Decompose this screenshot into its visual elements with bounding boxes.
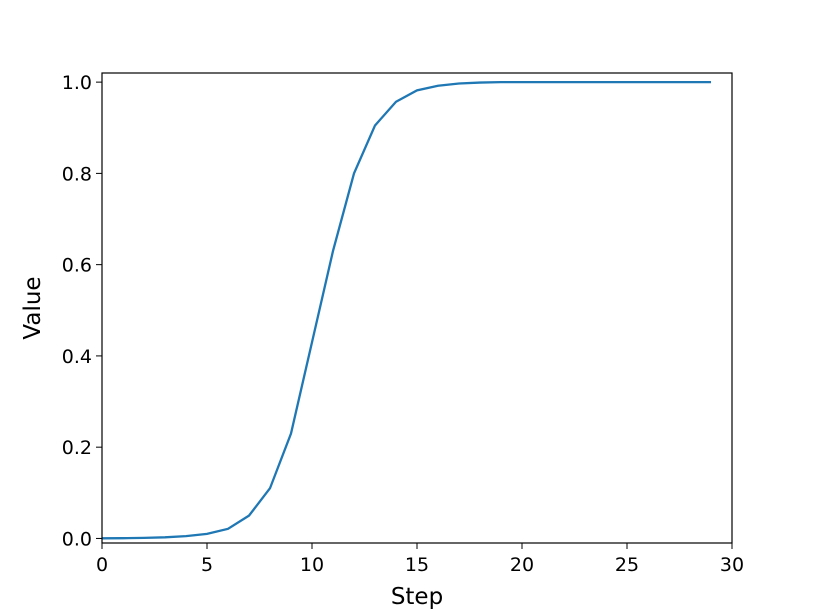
x-tick-label: 15 — [405, 554, 429, 576]
line — [101, 80, 711, 540]
y-tick-label: 0.0 — [62, 528, 92, 550]
x-axis-label: Step — [391, 584, 443, 610]
y-tick-label: 0.6 — [62, 255, 92, 277]
y-tick-label: 0.4 — [62, 346, 92, 368]
x-tick-label: 10 — [300, 554, 324, 576]
y-tick-label: 0.8 — [62, 163, 92, 185]
y-axis-label: Value — [20, 276, 46, 339]
x-tick-label: 20 — [510, 554, 534, 576]
plot-frame — [101, 72, 733, 544]
x-tick-label: 30 — [720, 554, 744, 576]
x-tick-label: 0 — [96, 554, 108, 576]
y-tick-label: 0.2 — [62, 437, 92, 459]
x-tick-label: 25 — [615, 554, 639, 576]
y-tick-label: 1.0 — [62, 72, 92, 94]
x-tick-label: 5 — [201, 554, 213, 576]
